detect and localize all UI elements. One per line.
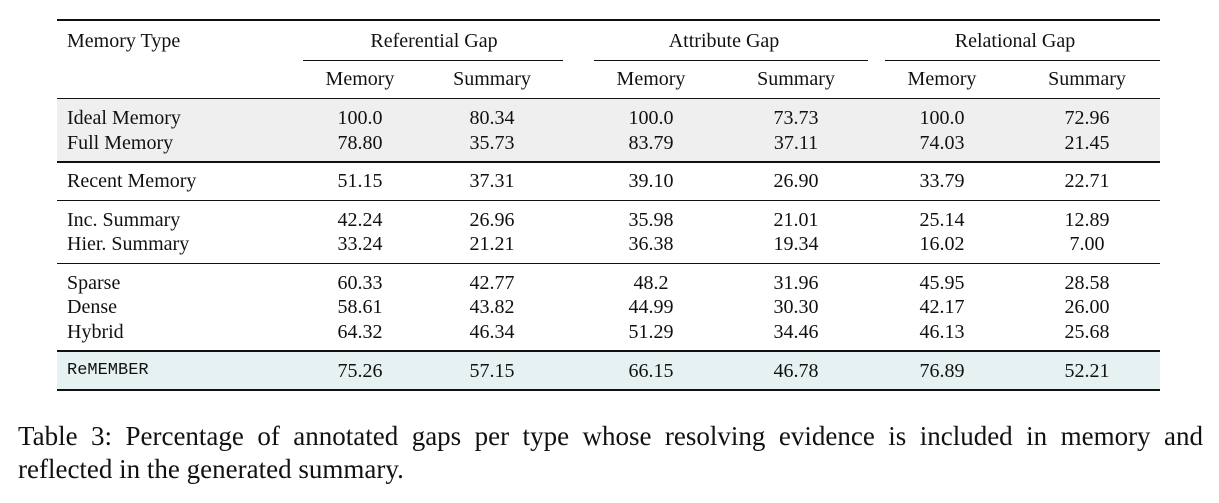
table-cell: 72.96: [1064, 107, 1110, 130]
table-cell: 46.13: [919, 320, 965, 343]
table-cell: 25.14: [919, 208, 965, 231]
header-cell: Memory Type: [67, 30, 181, 52]
column-header: Memory: [325, 68, 395, 90]
row-label: Ideal Memory: [67, 107, 181, 130]
table-cell: 35.73: [469, 131, 515, 154]
table-cell: 7.00: [1069, 233, 1105, 256]
table-cell: 26.90: [773, 170, 819, 193]
group-rule: [303, 60, 563, 61]
column-header: Memory: [907, 68, 977, 90]
table-cell: 100.0: [919, 107, 965, 130]
table-cell: 73.73: [773, 107, 819, 130]
table-caption: Table 3: Percentage of annotated gaps pe…: [18, 421, 1203, 484]
table-cell: 100.0: [628, 107, 674, 130]
table-cell: 21.01: [773, 208, 819, 231]
table-cell: 80.34: [469, 107, 515, 130]
table-cell: 33.79: [919, 170, 965, 193]
group-header: Referential Gap: [370, 30, 498, 52]
table-cell: 16.02: [919, 233, 965, 256]
table-cell: 22.71: [1064, 170, 1110, 193]
table-cell: 39.10: [628, 170, 674, 193]
column-header: Summary: [757, 68, 835, 90]
table-cell: 51.15: [337, 170, 383, 193]
table-rule: [57, 199, 1160, 201]
table-cell: 58.61: [337, 296, 383, 319]
table-cell: 12.89: [1064, 208, 1110, 231]
group-header: Attribute Gap: [668, 30, 780, 52]
table-cell: 64.32: [337, 320, 383, 343]
row-label: Inc. Summary: [67, 208, 181, 231]
group-header: Relational Gap: [954, 30, 1076, 52]
table-cell: 37.31: [469, 170, 515, 193]
table-cell: 25.68: [1064, 320, 1110, 343]
table-rule: [57, 98, 1160, 100]
table-cell: 44.99: [628, 296, 674, 319]
table-cell: 66.15: [628, 360, 674, 383]
table-cell: 74.03: [919, 131, 965, 154]
column-header: Summary: [1048, 68, 1126, 90]
row-label: Recent Memory: [67, 170, 197, 193]
row-label: Hier. Summary: [67, 233, 190, 256]
table-rule: [57, 161, 1160, 163]
row-label: ReMEMBER: [67, 361, 149, 381]
table-cell: 100.0: [337, 107, 383, 130]
table-cell: 19.34: [773, 233, 819, 256]
table-cell: 76.89: [919, 360, 965, 383]
table-cell: 36.38: [628, 233, 674, 256]
row-label: Full Memory: [67, 131, 174, 154]
table-cell: 42.17: [919, 296, 965, 319]
table-rule: [57, 350, 1160, 352]
table-cell: 30.30: [773, 296, 819, 319]
table-cell: 83.79: [628, 131, 674, 154]
table-cell: 42.24: [337, 208, 383, 231]
table-cell: 51.29: [628, 320, 674, 343]
table-rule: [57, 262, 1160, 264]
column-header: Summary: [453, 68, 531, 90]
table-cell: 46.78: [773, 360, 819, 383]
table-cell: 33.24: [337, 233, 383, 256]
table-cell: 46.34: [469, 320, 515, 343]
group-rule: [594, 60, 868, 61]
table-cell: 48.2: [633, 271, 669, 294]
table-cell: 26.00: [1064, 296, 1110, 319]
row-label: Sparse: [67, 271, 121, 294]
table-cell: 78.80: [337, 131, 383, 154]
column-header: Memory: [616, 68, 686, 90]
row-shading: [57, 99, 1160, 161]
table-cell: 42.77: [469, 271, 515, 294]
table-cell: 28.58: [1064, 271, 1110, 294]
table-cell: 35.98: [628, 208, 674, 231]
table-cell: 75.26: [337, 360, 383, 383]
table-cell: 52.21: [1064, 360, 1110, 383]
table-cell: 37.11: [773, 131, 819, 154]
table-cell: 21.21: [469, 233, 515, 256]
table-cell: 43.82: [469, 296, 515, 319]
table-cell: 57.15: [469, 360, 515, 383]
table-cell: 31.96: [773, 271, 819, 294]
table-cell: 45.95: [919, 271, 965, 294]
row-label: Hybrid: [67, 320, 124, 343]
table-cell: 60.33: [337, 271, 383, 294]
table-rule: [57, 388, 1160, 391]
row-shading: [57, 352, 1160, 389]
table-cell: 21.45: [1064, 131, 1110, 154]
row-label: Dense: [67, 296, 117, 319]
table-cell: 34.46: [773, 320, 819, 343]
table-rule: [57, 19, 1160, 21]
group-rule: [885, 60, 1160, 61]
table-cell: 26.96: [469, 208, 515, 231]
